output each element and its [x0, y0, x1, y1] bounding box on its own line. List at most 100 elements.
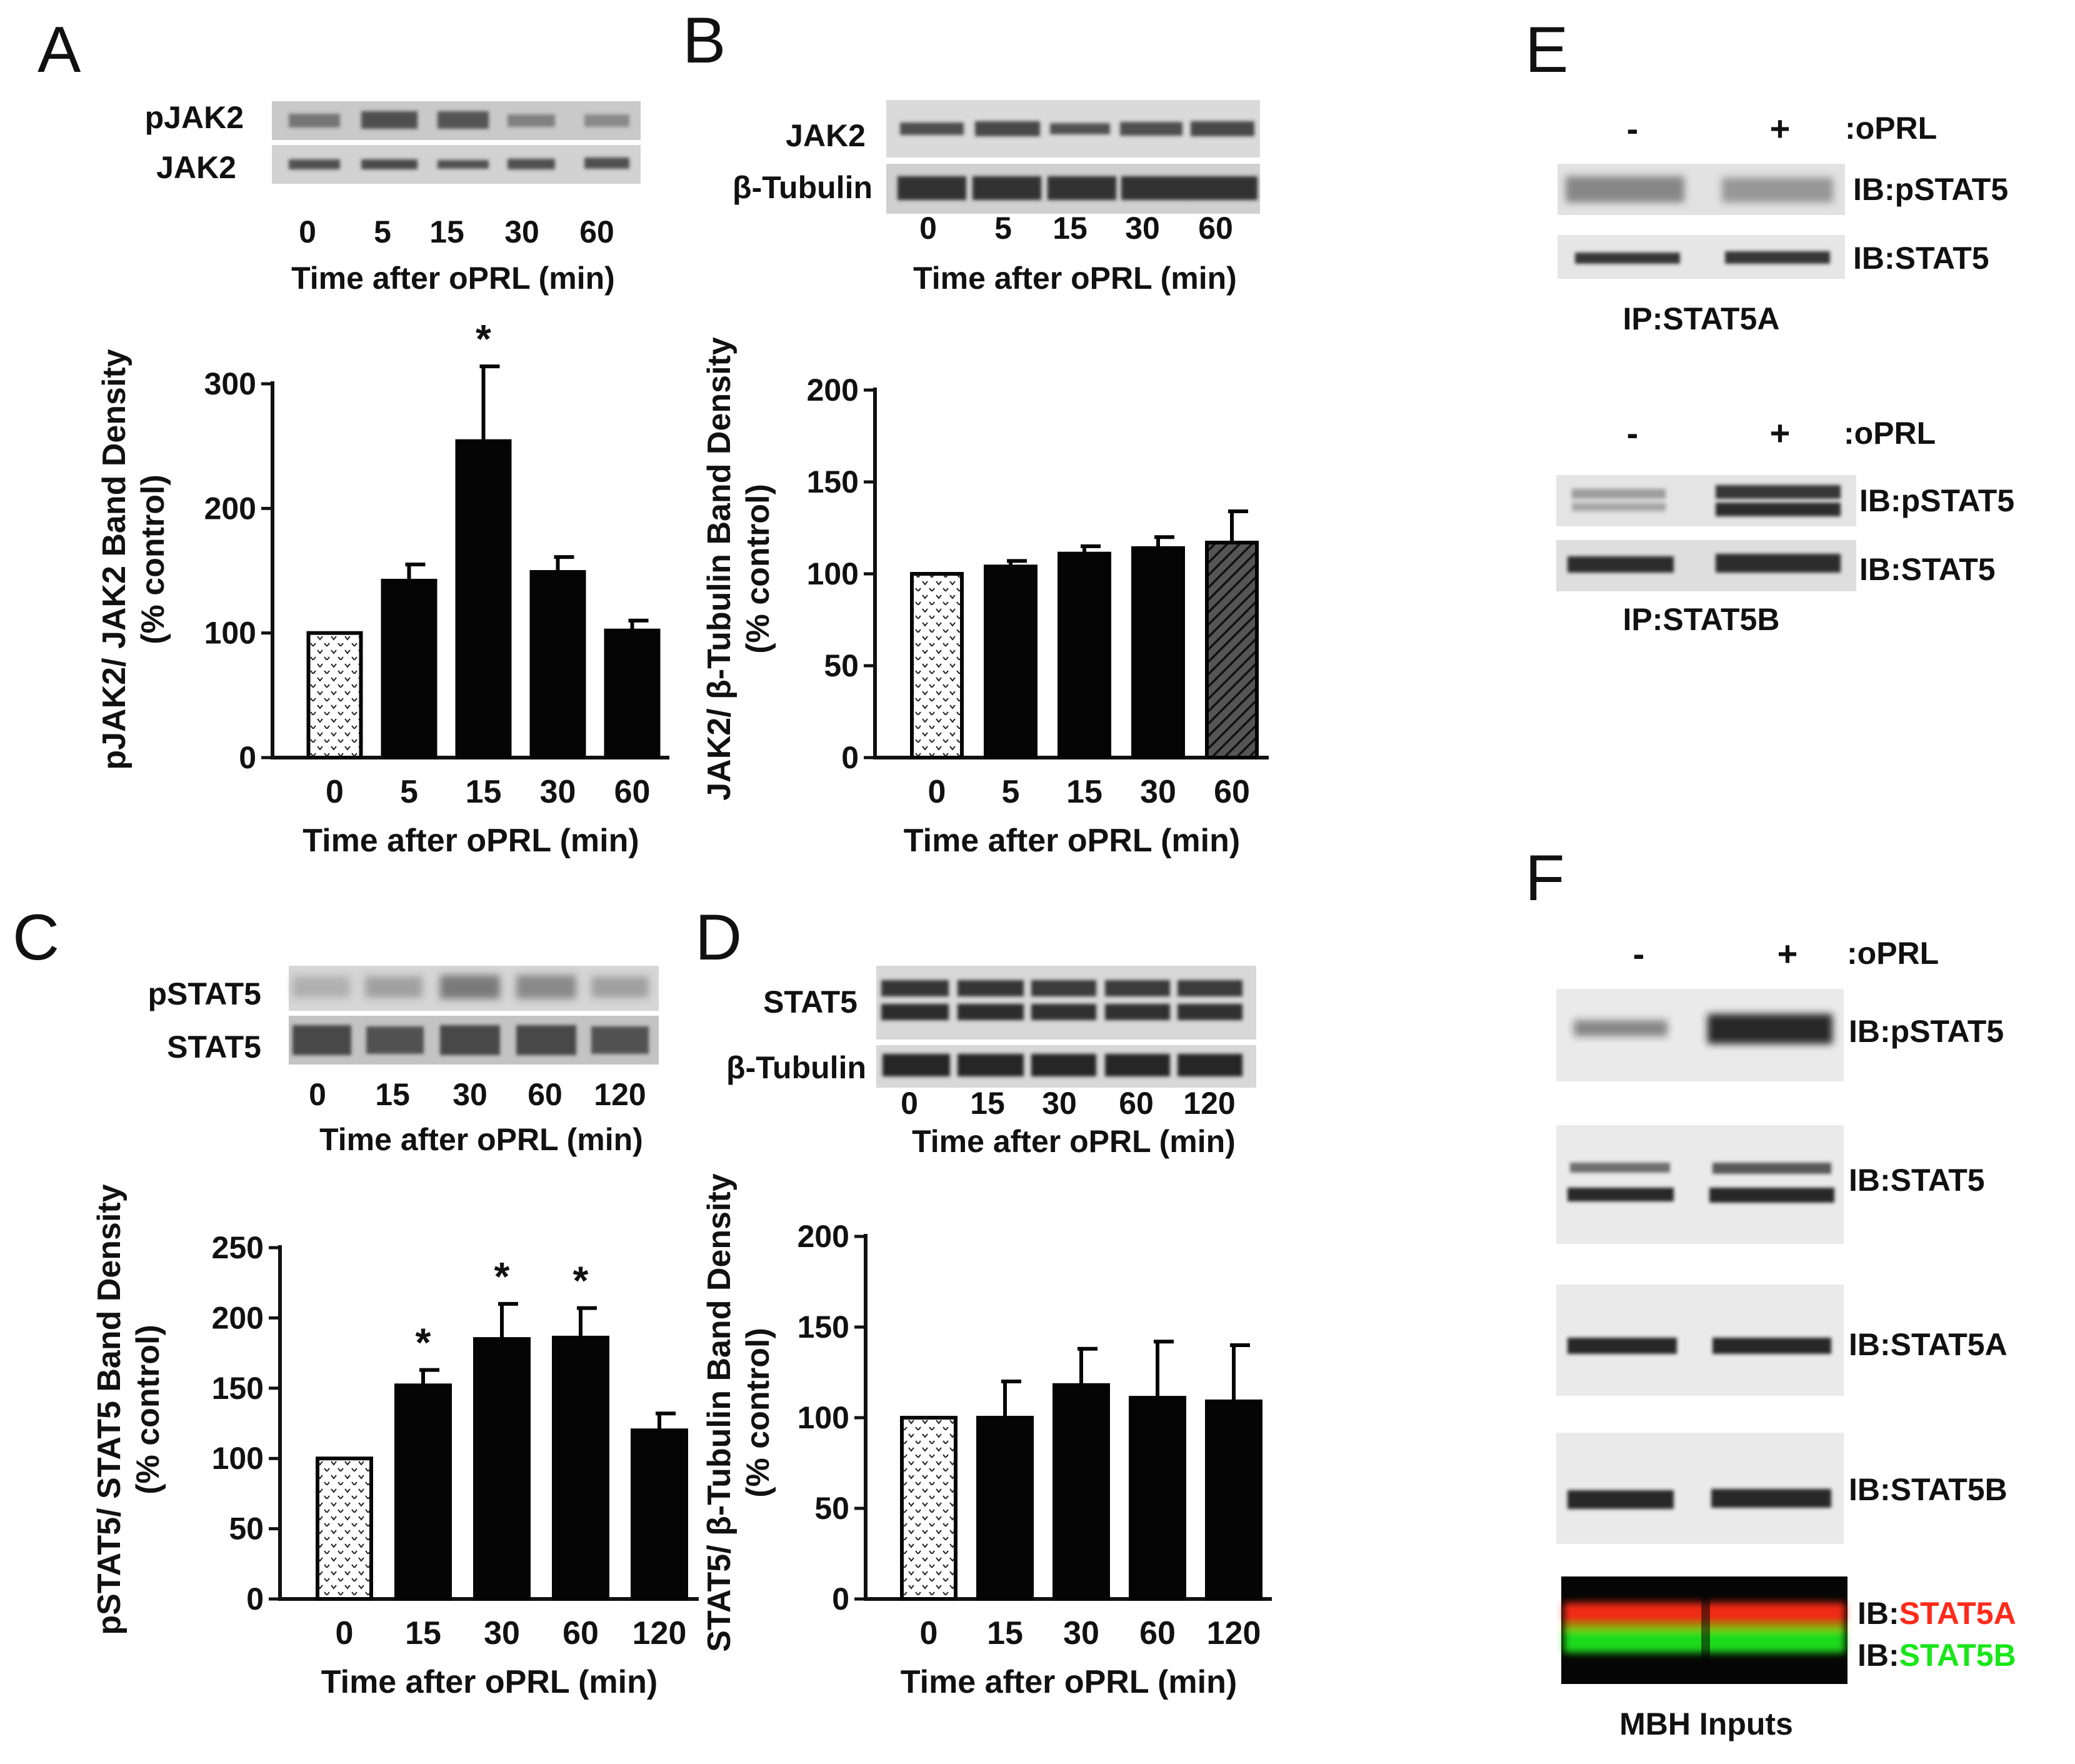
- x-tick-label: 15: [466, 774, 502, 810]
- bar: [1205, 541, 1259, 760]
- bar: [900, 1416, 958, 1601]
- y-axis-title-units: (% control): [740, 1328, 776, 1498]
- y-tick-label: 0: [239, 740, 256, 775]
- y-tick-label: 150: [807, 464, 859, 499]
- x-tick-label: 120: [632, 1615, 687, 1651]
- y-tick-label: 200: [204, 491, 256, 526]
- inputs-label: MBH Inputs: [1619, 1706, 1793, 1741]
- y-tick-label: 50: [229, 1511, 264, 1546]
- bar: [604, 628, 661, 759]
- y-axis-title-units: (% control): [135, 474, 171, 644]
- y-tick-label: 200: [798, 1219, 849, 1254]
- y-tick-label: 0: [246, 1581, 264, 1616]
- y-axis-title: STAT5/ β-Tubulin Band Density: [701, 1173, 738, 1652]
- bar-chart-c: 0 50 100 150 200 250 0 * 15 * 30 * 60 120 Time after o…: [91, 1184, 699, 1700]
- y-tick-label: 200: [807, 373, 859, 408]
- y-tick-label: 150: [798, 1310, 849, 1345]
- panel-letter-e: E: [1525, 14, 1568, 86]
- x-tick-label: 5: [400, 774, 418, 810]
- x-tick-label: 60: [1214, 774, 1250, 810]
- bar: [1058, 551, 1111, 759]
- blot-c: pSTAT5 STAT5 0 15 30 60 120 Time after o…: [148, 966, 659, 1157]
- x-tick-label: 0: [928, 774, 946, 810]
- x-tick-label: 15: [987, 1615, 1023, 1651]
- bar: [381, 578, 438, 759]
- panel-letter-d: D: [695, 901, 742, 974]
- blot-lane-label: 60: [1119, 1086, 1154, 1121]
- bar: [910, 572, 964, 759]
- bar: [1052, 1383, 1110, 1601]
- blot-lane-label: 0: [299, 214, 316, 249]
- blot-time-label: Time after oPRL (min): [913, 261, 1237, 296]
- blot-a: pJAK2 JAK2 0 5 15 30 60 Time after oPRL …: [145, 100, 641, 296]
- y-tick-label: 150: [212, 1371, 264, 1406]
- plus-label: +: [1770, 413, 1791, 453]
- blot-lane-label: 60: [579, 214, 614, 249]
- bar: [631, 1428, 688, 1601]
- blot-row-label: β-Tubulin: [726, 1050, 866, 1085]
- ip-label: IP:STAT5B: [1623, 602, 1780, 637]
- blot-lane-label: 60: [1198, 211, 1233, 246]
- panel-letter-a: A: [38, 14, 81, 86]
- ib-label: IB:STAT5B: [1849, 1472, 2008, 1507]
- blot-row-label: pSTAT5: [148, 976, 261, 1011]
- blot-time-label: Time after oPRL (min): [912, 1124, 1236, 1159]
- y-tick-label: 0: [832, 1581, 849, 1616]
- ib-label: IB:STAT5A: [1849, 1327, 2008, 1362]
- x-tick-label: 0: [920, 1615, 938, 1651]
- significance-marker: *: [476, 316, 491, 361]
- panel-letter-b: B: [682, 4, 726, 77]
- ib-label: IB:pSTAT5: [1859, 483, 2014, 518]
- ib-label: IB:pSTAT5: [1849, 1014, 2004, 1049]
- x-tick-label: 15: [405, 1615, 441, 1651]
- ib-prefix: IB:: [1858, 1638, 1899, 1673]
- input-blots-f: - + :oPRL IB:pSTAT5 IB:STAT5 IB:STAT5A I…: [1556, 934, 2016, 1741]
- blot-lane-label: 15: [1052, 211, 1088, 246]
- ib-label: IB:STAT5: [1849, 1163, 1985, 1198]
- y-tick-label: 250: [212, 1230, 264, 1265]
- bar-chart-a: 0 100 200 300 0 5 * 15 30 60 Time after oPRL (min)…: [96, 316, 669, 859]
- blot-lane-label: 0: [901, 1086, 918, 1121]
- blot-lane-label: 15: [970, 1086, 1005, 1121]
- x-tick-label: 60: [614, 774, 651, 810]
- x-tick-label: 0: [326, 774, 344, 810]
- blot-lane-label: 60: [528, 1077, 562, 1112]
- blot-lane-label: 30: [1125, 211, 1160, 246]
- blot-row-label: pJAK2: [145, 100, 244, 135]
- x-tick-label: 30: [484, 1615, 520, 1651]
- blot-row-label: JAK2: [786, 118, 866, 153]
- blot-lane-label: 5: [374, 214, 391, 249]
- blot-d: STAT5 β-Tubulin 0 15 30 60 120 Time afte…: [726, 966, 1256, 1159]
- blot-lane-label: 30: [504, 214, 539, 249]
- blot-row-label: JAK2: [156, 150, 236, 185]
- y-tick-label: 50: [814, 1491, 849, 1526]
- y-tick-label: 0: [841, 740, 859, 775]
- y-tick-label: 100: [807, 556, 859, 591]
- minus-label: -: [1633, 934, 1645, 973]
- bar: [1129, 1396, 1186, 1601]
- bar: [455, 439, 512, 760]
- y-axis-title-units: (% control): [740, 484, 776, 654]
- plus-label: +: [1778, 934, 1798, 973]
- stat5a-red-label: STAT5A: [1899, 1596, 2016, 1631]
- x-axis-title: Time after oPRL (min): [321, 1664, 658, 1700]
- x-tick-label: 0: [336, 1615, 354, 1651]
- x-tick-label: 30: [540, 774, 576, 810]
- ib-merge-label-a: IB:STAT5A: [1858, 1596, 2016, 1631]
- panel-letter-c: C: [12, 901, 59, 974]
- bar: [394, 1383, 452, 1601]
- ib-label: IB:pSTAT5: [1853, 172, 2008, 207]
- blot-lane-label: 0: [919, 211, 937, 246]
- ib-prefix: IB:: [1858, 1596, 1899, 1631]
- ip-blots-e: - + :oPRL IB:pSTAT5 IB:STAT5 IP:STAT5A -…: [1556, 109, 2014, 637]
- y-axis-title: pSTAT5/ STAT5 Band Density: [91, 1184, 128, 1635]
- y-tick-label: 200: [212, 1300, 264, 1335]
- blot-lane-label: 30: [1042, 1086, 1077, 1121]
- bar: [552, 1335, 609, 1601]
- x-tick-label: 30: [1140, 774, 1176, 810]
- x-axis-title: Time after oPRL (min): [904, 823, 1240, 859]
- x-tick-label: 30: [1063, 1615, 1099, 1651]
- x-tick-label: 5: [1002, 774, 1020, 810]
- ib-label: IB:STAT5: [1859, 552, 1996, 587]
